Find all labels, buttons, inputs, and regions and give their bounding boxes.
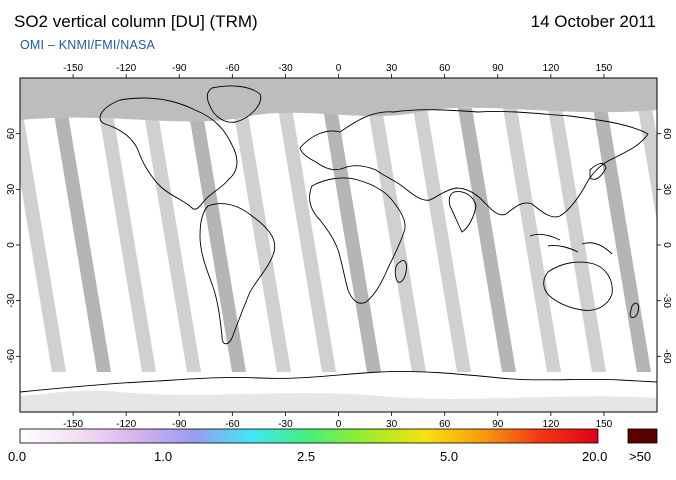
- lat-tick-label: 0: [6, 242, 17, 248]
- map-title: SO2 vertical column [DU] (TRM): [14, 12, 258, 31]
- lon-tick-label: -90: [172, 419, 187, 430]
- lon-tick-label: -150: [63, 63, 83, 74]
- orbit-swath: [20, 108, 66, 372]
- orbit-swath: [503, 108, 561, 372]
- lon-tick-label: 30: [386, 63, 398, 74]
- coastlines: [20, 85, 657, 393]
- lon-tick-label: 0: [336, 63, 342, 74]
- colorbar-overflow-label: >50: [629, 449, 652, 464]
- colorbar-overflow-swatch: [627, 428, 658, 444]
- orbit-swath: [413, 108, 471, 372]
- south-america-coast: [199, 203, 276, 345]
- maritime-asia-coast: [529, 233, 613, 255]
- india-coast: [448, 191, 477, 233]
- lat-tick-label: 60: [6, 128, 17, 140]
- lat-tick-label: -30: [661, 293, 672, 308]
- orbit-swath: [233, 108, 291, 372]
- australia-coast: [543, 261, 613, 311]
- orbit-swath: [278, 108, 336, 372]
- latitude-ticks-left: 60 30 0 -30 -60: [6, 128, 20, 364]
- orbit-swath: [458, 108, 516, 372]
- greenland-coast: [206, 85, 262, 123]
- longitude-ticks-top: -150 -120 -90 -60 -30 0 30 60 90 120 150: [63, 63, 613, 78]
- lat-tick-label: -60: [661, 349, 672, 364]
- colorbar-label-0: 0.0: [8, 449, 27, 464]
- lon-tick-label: -120: [116, 63, 136, 74]
- new-zealand-coast: [629, 302, 639, 319]
- colorbar-label-3: 5.0: [440, 449, 459, 464]
- lat-tick-label: 30: [6, 183, 17, 195]
- orbit-swath: [548, 108, 606, 372]
- map-date: 14 October 2011: [530, 12, 656, 31]
- lon-tick-label: 150: [596, 63, 613, 74]
- japan-coast: [589, 163, 607, 180]
- lon-tick-label: 120: [542, 63, 559, 74]
- lon-tick-label: 0: [336, 419, 342, 430]
- lon-tick-label: -30: [278, 63, 293, 74]
- north-polar-no-data: [20, 78, 657, 122]
- data-credit: OMI – KNMI/FMI/NASA: [20, 38, 156, 52]
- eurasia-coast: [299, 109, 649, 218]
- orbit-swath: [53, 108, 111, 372]
- orbit-swath: [323, 108, 381, 372]
- lat-tick-label: 0: [661, 242, 672, 248]
- lon-tick-label: -60: [225, 419, 240, 430]
- orbit-swath: [143, 108, 201, 372]
- lon-tick-label: -120: [116, 419, 136, 430]
- longitude-ticks-bottom: -150 -120 -90 -60 -30 0 30 60 90 120 150: [63, 412, 613, 430]
- lat-tick-label: -60: [6, 349, 17, 364]
- lon-tick-label: -150: [63, 419, 83, 430]
- colorbar-label-2: 2.5: [297, 449, 316, 464]
- colorbar-label-1: 1.0: [154, 449, 173, 464]
- orbit-swath: [98, 108, 156, 372]
- madagascar-coast: [394, 260, 407, 283]
- lon-tick-label: 30: [386, 419, 398, 430]
- orbit-swath: [188, 108, 246, 372]
- orbit-swath: [638, 108, 657, 222]
- lon-tick-label: 90: [492, 63, 504, 74]
- latitude-ticks-right: 60 30 0 -30 -60: [657, 128, 672, 364]
- lon-tick-label: 60: [439, 63, 451, 74]
- orbit-swaths: [20, 108, 657, 372]
- lon-tick-label: -60: [225, 63, 240, 74]
- lon-tick-label: 60: [439, 419, 451, 430]
- lon-tick-label: -90: [172, 63, 187, 74]
- colorbar-label-4: 20.0: [582, 449, 608, 464]
- colorbar: [19, 428, 599, 444]
- lat-tick-label: -30: [6, 293, 17, 308]
- north-america-coast: [99, 97, 238, 210]
- lat-tick-label: 30: [661, 184, 672, 196]
- orbit-swath: [593, 108, 651, 372]
- lon-tick-label: 150: [596, 419, 613, 430]
- lon-tick-label: -30: [278, 419, 293, 430]
- antarctica-coast: [20, 371, 657, 393]
- lat-tick-label: 60: [661, 128, 672, 140]
- south-polar-region: [20, 390, 657, 412]
- lon-tick-label: 90: [492, 419, 504, 430]
- africa-coast: [309, 177, 406, 304]
- lon-tick-label: 120: [542, 419, 559, 430]
